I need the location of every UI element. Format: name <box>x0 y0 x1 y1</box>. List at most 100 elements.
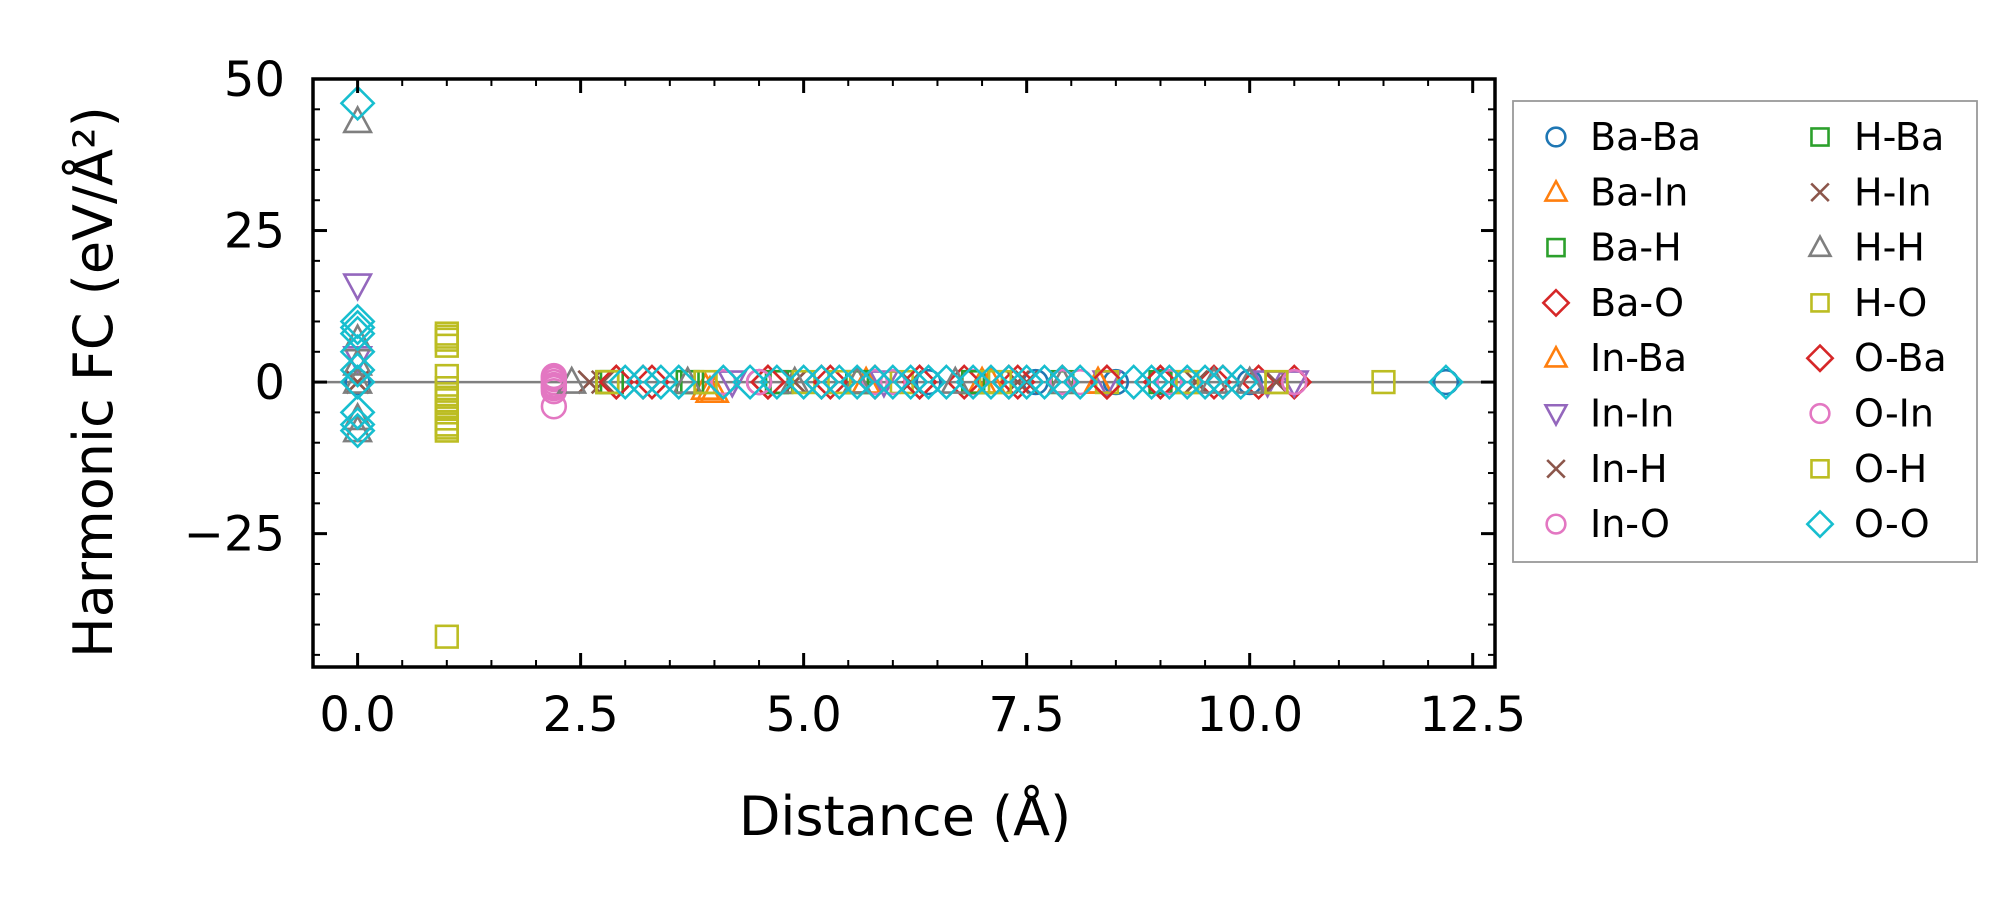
legend-label: Ba-O <box>1590 281 1684 325</box>
legend-label: H-H <box>1854 226 1925 270</box>
axes-layer: 0.0 2.5 5.0 7.5 10.0 12.5 −25 0 25 50 <box>184 52 1526 743</box>
data-point <box>1062 364 1099 401</box>
data-point <box>745 368 773 396</box>
data-point <box>1049 368 1076 396</box>
data-point <box>1371 369 1396 395</box>
legend-marker <box>1543 178 1569 202</box>
legend-marker <box>1805 509 1835 539</box>
data-point <box>540 373 568 401</box>
data-point <box>339 394 376 431</box>
legend-item: In-Ba <box>1543 336 1687 380</box>
data-point <box>1026 364 1063 401</box>
data-point <box>973 364 1009 401</box>
legend-label: In-H <box>1590 447 1668 491</box>
data-point <box>915 368 942 396</box>
legend-item: In-In <box>1543 392 1674 436</box>
data-point <box>910 364 947 401</box>
legend-marker <box>1807 233 1833 258</box>
legend-item: O-H <box>1810 447 1927 491</box>
data-point <box>803 364 840 401</box>
data-point <box>785 364 822 401</box>
data-point <box>434 624 459 649</box>
data-point <box>732 364 769 401</box>
data-point <box>540 364 568 391</box>
legend-label: Ba-Ba <box>1590 115 1701 159</box>
data-point <box>434 415 459 440</box>
x-tick-label: 0.0 <box>319 687 395 743</box>
data-point <box>1264 369 1289 395</box>
legend-marker <box>1543 344 1569 368</box>
data-point <box>1046 365 1078 394</box>
series-o-ba <box>598 364 1241 401</box>
legend-item: O-O <box>1805 502 1930 546</box>
legend-frame <box>1512 100 1978 563</box>
data-point <box>1204 364 1241 401</box>
legend-marker <box>1546 237 1566 258</box>
data-point <box>598 364 635 401</box>
y-tick-label: 25 <box>224 204 285 260</box>
data-point <box>540 393 568 420</box>
data-point <box>595 369 620 395</box>
legend-marker <box>1545 513 1567 535</box>
data-point <box>1187 364 1224 401</box>
data-point <box>1169 364 1206 401</box>
data-point <box>634 364 670 401</box>
legend-label: H-Ba <box>1854 115 1944 159</box>
legend-label: H-In <box>1854 170 1932 214</box>
x-tick-label: 12.5 <box>1419 687 1526 743</box>
plot-frame <box>311 77 1497 669</box>
y-axis-title: Harmonic FC (eV/Å²) <box>61 106 125 658</box>
data-point <box>857 364 893 401</box>
legend-marker <box>1810 182 1830 203</box>
data-point <box>758 364 795 401</box>
data-point <box>342 104 374 134</box>
data-point <box>642 364 679 401</box>
legend-label: O-H <box>1854 447 1927 491</box>
data-point <box>339 85 376 122</box>
legend-label: H-O <box>1854 281 1927 325</box>
data-point <box>955 364 992 401</box>
data-point <box>342 273 374 302</box>
data-point <box>827 369 852 395</box>
data-point <box>660 364 697 401</box>
data-point <box>339 364 376 401</box>
data-point <box>892 364 929 401</box>
legend-label: In-O <box>1590 502 1670 546</box>
legend-marker <box>1810 293 1830 313</box>
data-point <box>901 364 938 401</box>
data-point <box>339 315 376 352</box>
data-point <box>339 333 376 370</box>
data-point <box>434 324 459 349</box>
y-tick-label: −25 <box>184 507 285 563</box>
legend-item: H-In <box>1810 170 1932 214</box>
data-point <box>999 364 1036 401</box>
data-point <box>705 364 742 401</box>
data-point <box>339 406 376 443</box>
data-point <box>928 364 965 401</box>
legend-item: In-H <box>1546 447 1668 491</box>
legend-marker <box>1810 127 1830 147</box>
data-point <box>339 303 376 340</box>
data-points-layer <box>339 85 1464 649</box>
x-tick-label: 5.0 <box>765 687 841 743</box>
legend-item: Ba-O <box>1541 281 1684 325</box>
data-point <box>861 368 889 396</box>
legend-item: O-Ba <box>1805 336 1947 380</box>
data-point <box>1222 364 1259 401</box>
legend-label: Ba-H <box>1590 226 1682 270</box>
data-point <box>607 364 644 401</box>
data-point <box>750 364 786 401</box>
legend-label: O-Ba <box>1854 336 1947 380</box>
legend-item: O-In <box>1809 392 1934 436</box>
data-point <box>339 412 376 449</box>
data-point <box>625 364 662 401</box>
data-point <box>339 352 376 388</box>
data-point <box>990 364 1027 401</box>
legend-item: H-O <box>1810 281 1927 325</box>
legend-label: In-Ba <box>1590 336 1687 380</box>
legend-item: In-O <box>1545 502 1670 546</box>
legend-item: Ba-Ba <box>1545 115 1701 159</box>
data-point <box>1142 364 1179 401</box>
data-point <box>1115 364 1152 401</box>
